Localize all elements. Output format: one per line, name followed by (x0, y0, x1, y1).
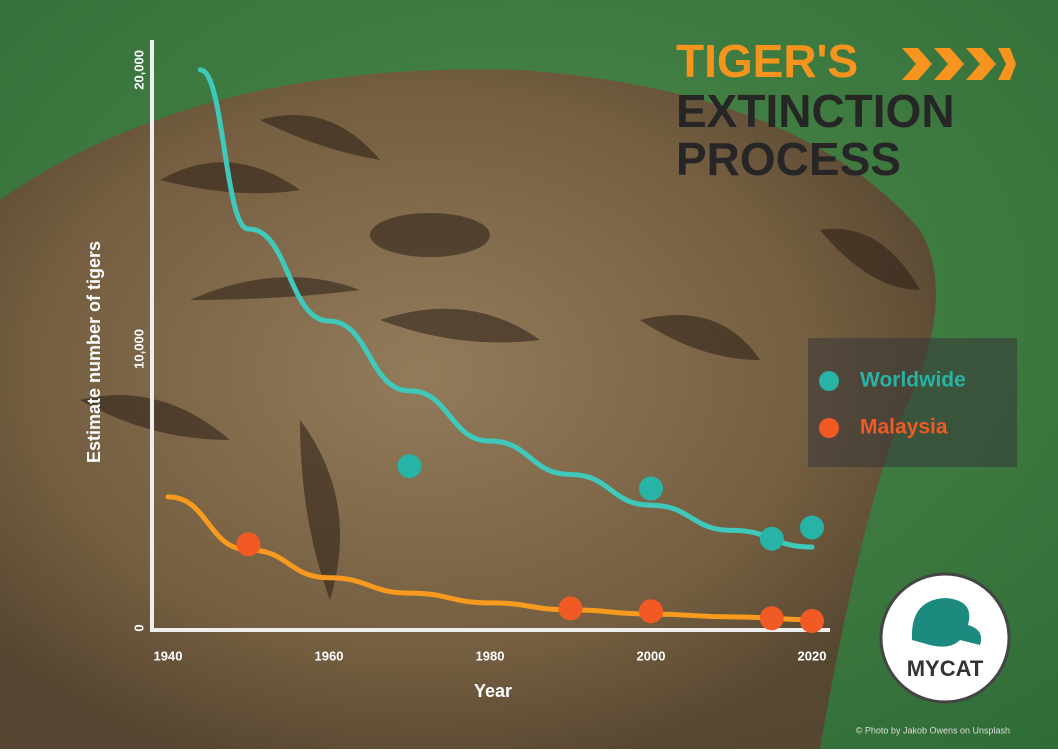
tiger-photo (0, 69, 936, 750)
title-line: PROCESS (676, 133, 901, 185)
data-point (236, 532, 261, 557)
legend-label: Malaysia (860, 416, 948, 439)
legend-label: Worldwide (860, 369, 966, 392)
data-point (759, 606, 784, 631)
x-axis-label: Year (474, 681, 512, 701)
legend-marker (819, 418, 839, 438)
y-tick-label: 20,000 (131, 50, 146, 90)
data-point (800, 515, 824, 540)
x-tick-label: 1980 (476, 648, 505, 663)
logo-text: MYCAT (907, 656, 984, 681)
data-point (558, 596, 583, 621)
data-point (639, 476, 663, 501)
x-tick-label: 1960 (315, 648, 344, 663)
x-tick-label: 2020 (798, 648, 827, 663)
tiger-stripes (80, 115, 920, 600)
data-point (397, 454, 422, 479)
y-axis-label: Estimate number of tigers (84, 241, 104, 463)
title-arrows (902, 48, 1016, 80)
y-tick-label: 10,000 (131, 329, 146, 369)
legend-box (808, 338, 1017, 467)
x-tick-label: 1940 (154, 648, 183, 663)
data-point (800, 609, 824, 634)
title-line: EXTINCTION (676, 85, 955, 137)
trend-curve (197, 67, 815, 550)
y-tick-label: 0 (131, 624, 146, 631)
data-point (639, 599, 663, 624)
title-line: TIGER'S (676, 35, 858, 87)
legend-marker (819, 371, 839, 391)
trend-curve (165, 494, 815, 623)
photo-credit: © Photo by Jakob Owens on Unsplash (856, 725, 1010, 735)
x-tick-label: 2000 (637, 648, 666, 663)
data-point (759, 526, 784, 551)
logo-cat (911, 598, 982, 647)
